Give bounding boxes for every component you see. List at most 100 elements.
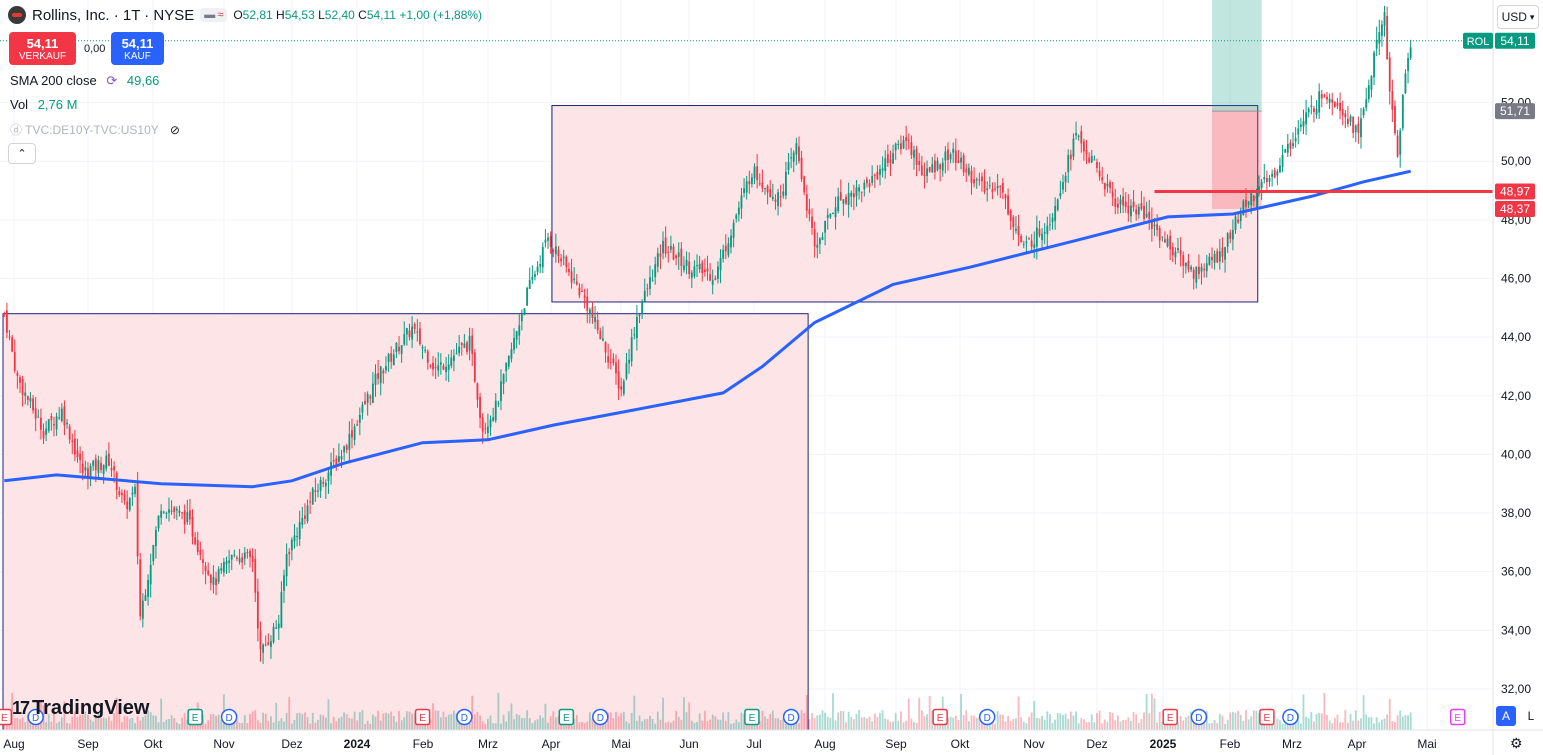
candle[interactable] [1054, 197, 1057, 230]
candle[interactable] [902, 135, 905, 149]
candle[interactable] [662, 231, 664, 260]
candle[interactable] [701, 259, 704, 282]
candle[interactable] [960, 151, 962, 170]
candle[interactable] [1245, 188, 1247, 218]
candle[interactable] [471, 328, 474, 367]
candle[interactable] [426, 349, 429, 370]
candle[interactable] [792, 150, 795, 173]
candle[interactable] [1017, 214, 1020, 247]
candle[interactable] [1357, 116, 1360, 144]
candle[interactable] [34, 396, 37, 432]
candle[interactable] [1051, 212, 1054, 230]
candle[interactable] [107, 442, 110, 467]
candle[interactable] [13, 339, 16, 374]
candle[interactable] [246, 548, 249, 559]
candle[interactable] [1396, 130, 1399, 158]
candle[interactable] [21, 375, 24, 407]
candle[interactable] [1367, 79, 1370, 103]
candle[interactable] [58, 406, 61, 420]
candle[interactable] [609, 349, 612, 370]
candle[interactable] [1135, 204, 1138, 221]
candle[interactable] [711, 269, 714, 295]
candle[interactable] [382, 368, 385, 384]
candle[interactable] [439, 353, 442, 375]
earnings-marker-icon[interactable]: E [932, 708, 948, 726]
candle[interactable] [1075, 121, 1077, 140]
candle[interactable] [560, 253, 563, 267]
candle[interactable] [745, 175, 748, 200]
candle[interactable] [1111, 181, 1114, 206]
candle[interactable] [680, 241, 683, 277]
candle[interactable] [536, 261, 539, 276]
candle[interactable] [1399, 128, 1402, 168]
candle[interactable] [730, 229, 732, 254]
candle[interactable] [596, 311, 599, 334]
candle[interactable] [379, 365, 382, 396]
candle[interactable] [332, 447, 335, 467]
candle[interactable] [1101, 166, 1104, 184]
candle[interactable] [304, 503, 306, 525]
candle[interactable] [1268, 174, 1271, 187]
candle[interactable] [123, 489, 126, 505]
candle[interactable] [936, 157, 939, 172]
candle[interactable] [178, 505, 181, 517]
candle[interactable] [1221, 237, 1224, 263]
candle[interactable] [460, 341, 463, 356]
earnings-marker-icon[interactable]: E [0, 708, 13, 726]
candle[interactable] [1347, 106, 1349, 128]
candle[interactable] [3, 311, 6, 318]
candle[interactable] [1062, 174, 1064, 194]
candle[interactable] [635, 304, 638, 351]
candle[interactable] [928, 166, 931, 173]
candle[interactable] [1213, 250, 1216, 270]
candle[interactable] [186, 499, 189, 525]
candle[interactable] [568, 262, 570, 276]
candle[interactable] [1164, 231, 1166, 243]
collapse-legend-button[interactable]: ⌃ [8, 143, 36, 164]
candle[interactable] [1059, 180, 1062, 200]
candle[interactable] [737, 201, 740, 222]
candle[interactable] [181, 511, 183, 520]
candle[interactable] [1020, 233, 1023, 243]
candle[interactable] [913, 145, 915, 170]
candle[interactable] [534, 270, 536, 281]
candle[interactable] [1378, 19, 1381, 56]
candle[interactable] [1143, 196, 1145, 223]
candle[interactable] [484, 422, 487, 435]
candle[interactable] [933, 153, 936, 180]
candle[interactable] [562, 249, 565, 266]
candle[interactable] [1313, 105, 1315, 123]
candle[interactable] [296, 527, 298, 547]
candle[interactable] [1184, 262, 1187, 274]
candle[interactable] [884, 150, 887, 179]
candle[interactable] [283, 569, 285, 604]
candle[interactable] [298, 510, 301, 546]
candle[interactable] [575, 274, 578, 286]
candle[interactable] [824, 220, 827, 246]
candle[interactable] [1391, 79, 1394, 122]
candle[interactable] [233, 549, 236, 558]
candle[interactable] [102, 464, 105, 484]
candle[interactable] [539, 255, 542, 274]
candle[interactable] [1328, 93, 1331, 110]
candle[interactable] [26, 395, 29, 406]
candle[interactable] [1022, 240, 1025, 249]
candle[interactable] [175, 506, 178, 521]
candle[interactable] [863, 179, 866, 197]
horizontal-lines[interactable] [1154, 0, 1493, 193]
candle[interactable] [395, 342, 398, 359]
candle[interactable] [53, 416, 55, 437]
candle[interactable] [1124, 192, 1127, 213]
candle[interactable] [152, 544, 155, 566]
candle[interactable] [398, 335, 400, 355]
candle[interactable] [60, 403, 63, 423]
candle[interactable] [892, 144, 894, 164]
candle[interactable] [183, 504, 186, 534]
volume-indicator-legend[interactable]: Vol 2,76 M [10, 97, 78, 112]
candle[interactable] [280, 581, 283, 629]
candle[interactable] [387, 352, 390, 372]
candle[interactable] [126, 490, 129, 519]
candle[interactable] [1224, 246, 1226, 273]
candle[interactable] [871, 165, 874, 186]
